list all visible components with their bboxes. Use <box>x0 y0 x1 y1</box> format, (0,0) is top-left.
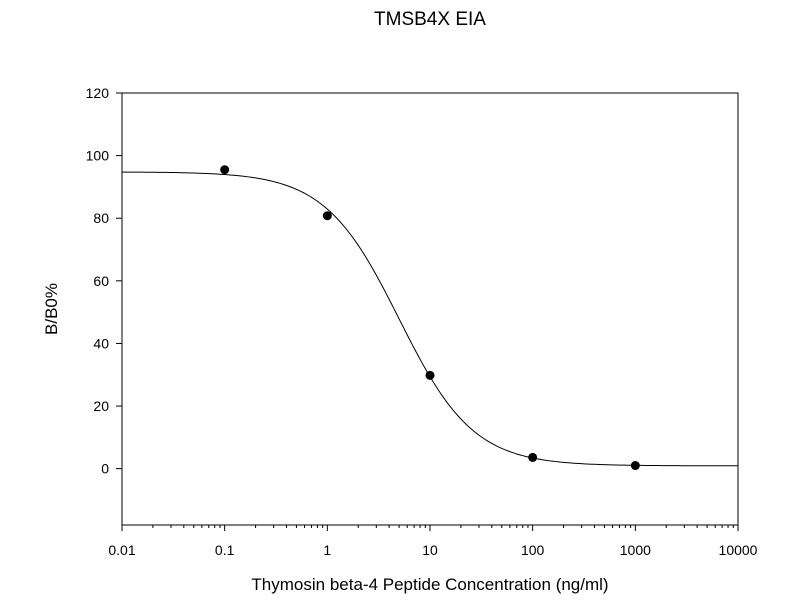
fit-curve <box>121 171 738 467</box>
x-tick-label: 1 <box>323 542 331 558</box>
data-point <box>220 165 230 175</box>
chart-title: TMSB4X EIA <box>374 9 486 30</box>
y-tick-label: 0 <box>101 461 109 477</box>
x-axis-title: Thymosin beta-4 Peptide Concentration (n… <box>251 575 608 594</box>
x-tick-label: 0.01 <box>108 542 135 558</box>
x-tick-label: 100 <box>521 542 545 558</box>
x-tick-label: 10 <box>422 542 438 558</box>
y-tick-label: 40 <box>93 335 109 351</box>
x-axis-ticks: 0.01 0.1 1 10 100 1000 10000 <box>108 525 758 558</box>
data-point <box>630 461 640 471</box>
x-tick-label: 0.1 <box>215 542 235 558</box>
y-axis-ticks: 0 20 40 60 80 100 120 <box>86 85 122 477</box>
y-tick-label: 60 <box>93 273 109 289</box>
y-tick-label: 100 <box>86 148 110 164</box>
data-point <box>425 370 435 380</box>
data-points <box>220 165 640 471</box>
y-tick-label: 20 <box>93 398 109 414</box>
y-tick-label: 80 <box>93 210 109 226</box>
data-point <box>322 211 332 221</box>
data-point <box>528 452 538 462</box>
plot-frame <box>121 92 739 526</box>
y-tick-label: 120 <box>86 85 110 101</box>
x-tick-label: 1000 <box>620 542 651 558</box>
y-axis-title: B/B0% <box>42 283 61 335</box>
x-tick-label: 10000 <box>719 542 758 558</box>
